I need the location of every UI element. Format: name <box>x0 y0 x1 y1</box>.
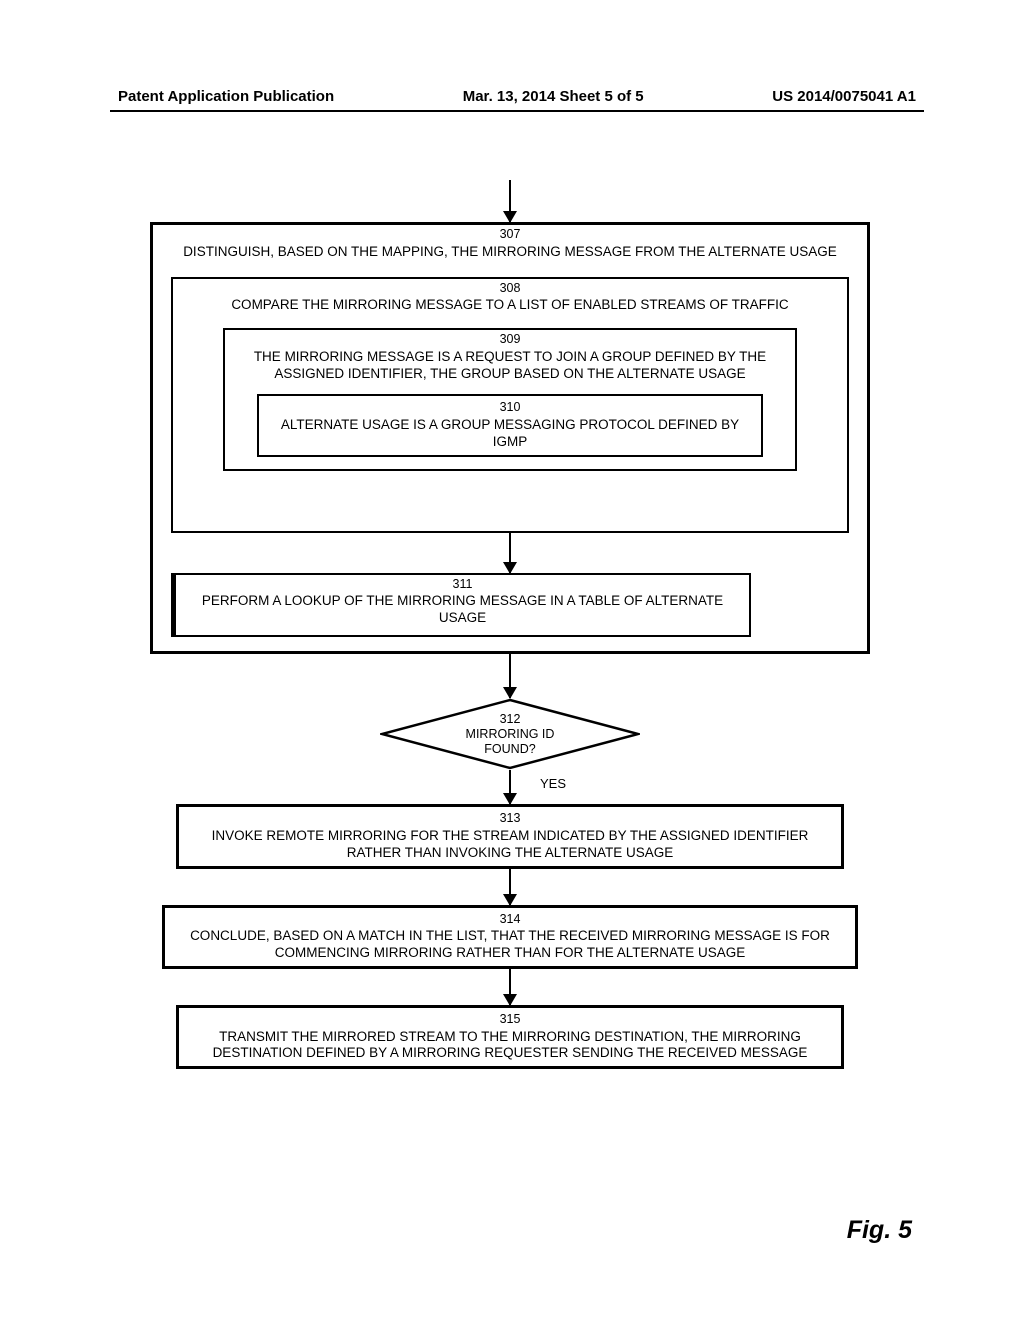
step-num: 310 <box>267 400 753 416</box>
step-num: 307 <box>159 227 861 243</box>
arrow-313-314 <box>509 869 511 905</box>
yes-label: YES <box>540 776 566 791</box>
arrow-308-311 <box>509 533 511 573</box>
header-center: Mar. 13, 2014 Sheet 5 of 5 <box>463 88 644 105</box>
arrow-312-313 <box>509 770 511 804</box>
step-310: 310 ALTERNATE USAGE IS A GROUP MESSAGING… <box>257 394 763 456</box>
step-num: 309 <box>233 332 787 348</box>
decision-text-l1: MIRRORING ID <box>466 727 555 741</box>
figure-label: Fig. 5 <box>847 1216 912 1245</box>
step-text: TRANSMIT THE MIRRORED STREAM TO THE MIRR… <box>213 1029 808 1061</box>
decision-text-l2: FOUND? <box>484 742 535 756</box>
step-314: 314 CONCLUDE, BASED ON A MATCH IN THE LI… <box>162 905 858 969</box>
step-text: INVOKE REMOTE MIRRORING FOR THE STREAM I… <box>212 828 809 860</box>
step-num: 308 <box>179 281 841 297</box>
patent-header: Patent Application Publication Mar. 13, … <box>118 88 916 105</box>
step-num: 315 <box>187 1012 833 1028</box>
step-text: COMPARE THE MIRRORING MESSAGE TO A LIST … <box>231 297 788 312</box>
decision-312: 312 MIRRORING ID FOUND? <box>380 698 640 770</box>
step-313: 313 INVOKE REMOTE MIRRORING FOR THE STRE… <box>176 804 844 868</box>
step-text: DISTINGUISH, BASED ON THE MAPPING, THE M… <box>183 244 837 259</box>
header-right: US 2014/0075041 A1 <box>772 88 916 105</box>
header-divider <box>110 110 924 112</box>
step-308-container: 308 COMPARE THE MIRRORING MESSAGE TO A L… <box>171 277 849 533</box>
step-text: PERFORM A LOOKUP OF THE MIRRORING MESSAG… <box>202 593 723 625</box>
step-315: 315 TRANSMIT THE MIRRORED STREAM TO THE … <box>176 1005 844 1069</box>
step-num: 312 <box>500 712 521 726</box>
step-text: ALTERNATE USAGE IS A GROUP MESSAGING PRO… <box>281 417 739 449</box>
arrow-307-312 <box>509 654 511 698</box>
step-text: THE MIRRORING MESSAGE IS A REQUEST TO JO… <box>254 349 766 381</box>
header-left: Patent Application Publication <box>118 88 334 105</box>
flowchart: 307 DISTINGUISH, BASED ON THE MAPPING, T… <box>150 180 870 1069</box>
step-num: 314 <box>173 912 847 928</box>
step-307-container: 307 DISTINGUISH, BASED ON THE MAPPING, T… <box>150 222 870 654</box>
step-309-container: 309 THE MIRRORING MESSAGE IS A REQUEST T… <box>223 328 797 471</box>
step-311: 311 PERFORM A LOOKUP OF THE MIRRORING ME… <box>171 573 751 637</box>
step-text: CONCLUDE, BASED ON A MATCH IN THE LIST, … <box>190 928 830 960</box>
arrow-entry <box>509 180 511 222</box>
arrow-314-315 <box>509 969 511 1005</box>
step-num: 313 <box>187 811 833 827</box>
step-num: 311 <box>184 577 741 593</box>
